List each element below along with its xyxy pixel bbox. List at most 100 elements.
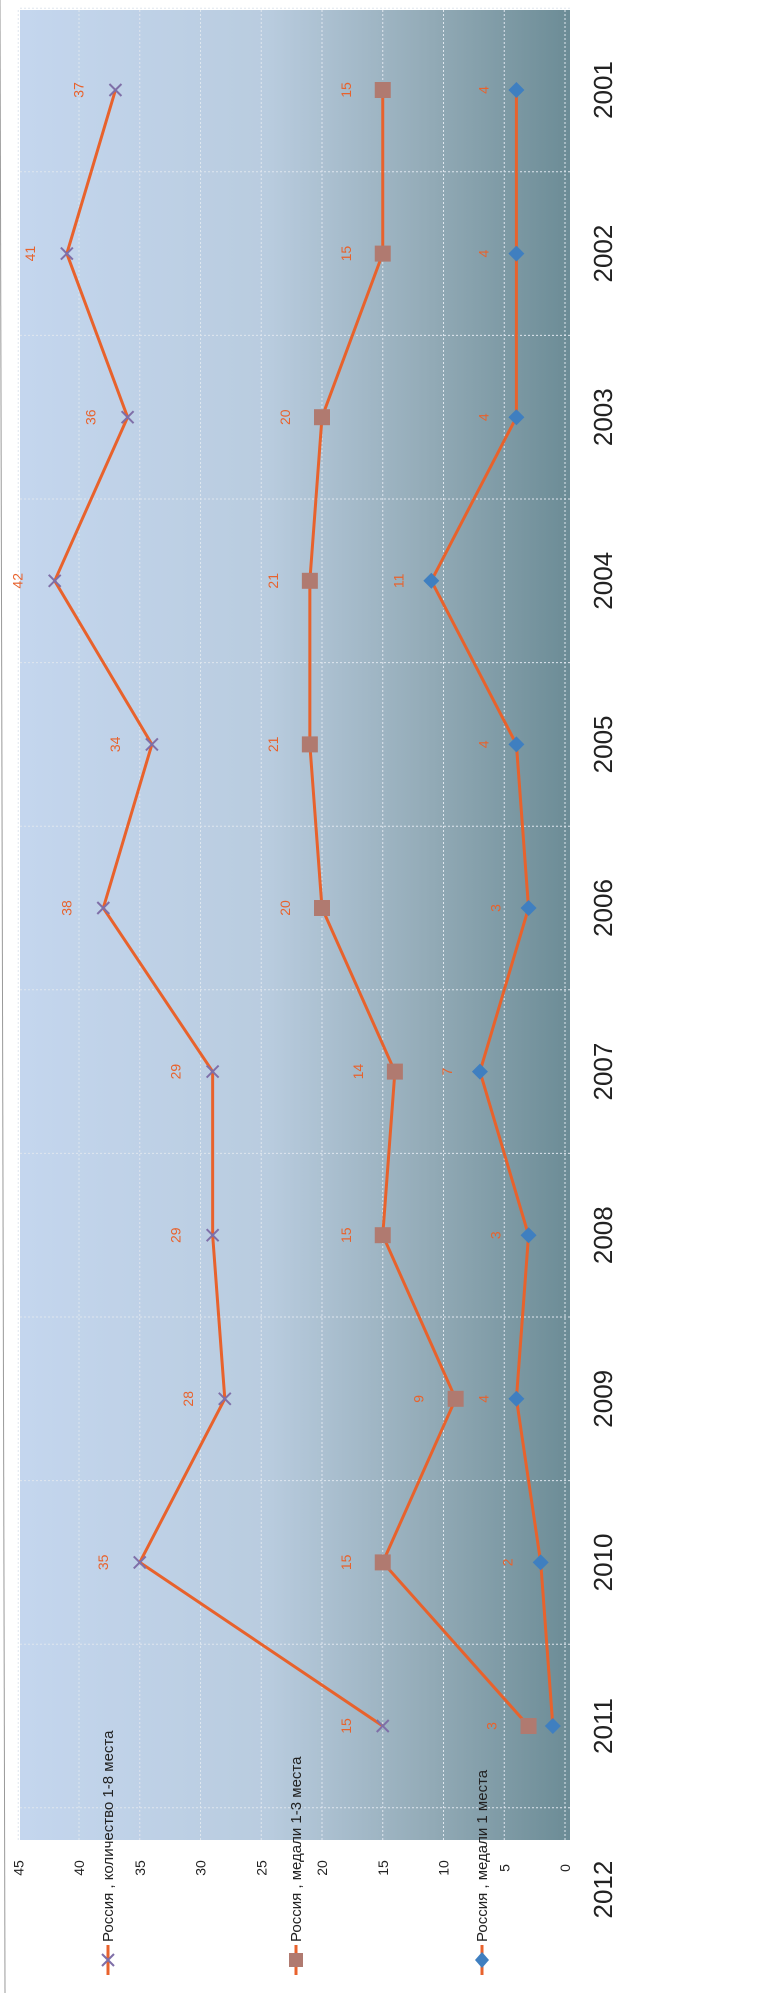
data-label: 11 bbox=[390, 573, 406, 588]
data-point bbox=[520, 1227, 537, 1244]
data-label: 4 bbox=[475, 413, 491, 421]
series-3: 4 4 4 11 4 3 7 3 4 2 bbox=[390, 82, 561, 1734]
value-tick-label: 35 bbox=[132, 1860, 148, 1876]
data-label: 2 bbox=[500, 1558, 516, 1566]
data-point bbox=[205, 1064, 220, 1079]
data-label: 15 bbox=[338, 1554, 354, 1570]
data-point bbox=[423, 572, 440, 589]
data-label: 35 bbox=[95, 1554, 111, 1570]
plot-area bbox=[20, 10, 570, 1840]
data-label: 4 bbox=[475, 1395, 491, 1403]
data-label: 15 bbox=[338, 1718, 354, 1734]
category-tick-label: 2008 bbox=[588, 1206, 618, 1264]
category-tick-label: 2010 bbox=[588, 1533, 618, 1591]
legend-label: Россия , медали 1 места bbox=[474, 1769, 491, 1942]
data-point bbox=[60, 246, 74, 261]
value-tick-label: 25 bbox=[253, 1860, 269, 1876]
category-tick-label: 2011 bbox=[588, 1698, 618, 1754]
data-label: 21 bbox=[265, 573, 281, 589]
data-label: 14 bbox=[350, 1064, 366, 1080]
legend: Россия , количество 1-8 места Россия , ме… bbox=[100, 1730, 491, 1975]
value-tick-label: 10 bbox=[436, 1860, 452, 1876]
category-tick-label: 2004 bbox=[588, 552, 618, 610]
data-label: 38 bbox=[58, 900, 74, 916]
category-tick-label: 2007 bbox=[588, 1043, 618, 1101]
data-point bbox=[508, 245, 525, 262]
legend-item-3: Россия , медали 1 места bbox=[474, 1769, 491, 1975]
category-tick-label: 2012 bbox=[588, 1861, 618, 1919]
data-point bbox=[376, 1719, 390, 1733]
data-point bbox=[471, 1063, 488, 1080]
legend-item-2: Россия , медали 1-3 места bbox=[288, 1756, 305, 1975]
data-point bbox=[374, 1227, 391, 1244]
data-label: 3 bbox=[488, 1231, 504, 1239]
data-point bbox=[508, 409, 525, 426]
data-point bbox=[314, 900, 330, 916]
category-tick-label: 2009 bbox=[588, 1370, 618, 1428]
value-tick-label: 0 bbox=[557, 1864, 573, 1872]
value-tick-label: 5 bbox=[496, 1864, 512, 1872]
category-tick-label: 2001 bbox=[588, 61, 618, 119]
outer-frame-top bbox=[0, 0, 6, 1993]
category-tick-label: 2005 bbox=[588, 715, 618, 773]
data-label: 20 bbox=[277, 900, 293, 916]
data-label: 20 bbox=[277, 409, 293, 425]
data-point bbox=[145, 737, 159, 752]
data-point bbox=[301, 572, 318, 589]
data-label: 3 bbox=[484, 1722, 500, 1730]
data-point bbox=[301, 736, 318, 753]
legend-item-1: Россия , количество 1-8 места bbox=[100, 1730, 117, 1975]
data-point bbox=[120, 410, 135, 424]
series-layer: 3741364234382929283515151520212120141591… bbox=[10, 82, 561, 1734]
data-label: 37 bbox=[70, 82, 86, 98]
category-tick-label: 2002 bbox=[588, 225, 618, 283]
data-point bbox=[386, 1063, 403, 1080]
data-label: 4 bbox=[475, 86, 491, 94]
data-point bbox=[218, 1392, 232, 1406]
x-axis-ticks: 2001 2002 2003 2004 2005 2006 2007 2008 2009 2010… bbox=[588, 61, 618, 1918]
data-label: 34 bbox=[107, 736, 123, 752]
data-point bbox=[374, 245, 391, 262]
legend-label: Россия , количество 1-8 места bbox=[100, 1730, 117, 1942]
legend-marker bbox=[475, 1952, 489, 1968]
data-point bbox=[314, 409, 330, 426]
data-label: 28 bbox=[180, 1391, 196, 1407]
data-point bbox=[508, 1390, 525, 1407]
data-point bbox=[520, 1718, 537, 1734]
category-tick-label: 2003 bbox=[588, 388, 618, 446]
value-tick-label: 45 bbox=[10, 1860, 26, 1876]
data-point bbox=[96, 901, 111, 915]
data-label: 4 bbox=[475, 249, 491, 257]
data-point bbox=[532, 1554, 549, 1571]
data-label: 29 bbox=[168, 1227, 184, 1243]
data-point bbox=[508, 736, 525, 753]
data-label: 3 bbox=[488, 904, 504, 912]
data-point bbox=[205, 1228, 220, 1242]
data-point bbox=[47, 574, 62, 588]
gridlines bbox=[17, 7, 570, 1840]
data-label: 15 bbox=[338, 82, 354, 98]
series-1: 37 41 36 42 34 38 29 29 28 35 15 bbox=[10, 82, 390, 1734]
data-label: 41 bbox=[22, 246, 38, 262]
value-tick-label: 30 bbox=[193, 1860, 209, 1876]
data-label: 15 bbox=[338, 1227, 354, 1243]
data-label: 29 bbox=[168, 1064, 184, 1080]
data-point bbox=[108, 83, 123, 97]
data-label: 15 bbox=[338, 246, 354, 262]
data-label: 42 bbox=[10, 573, 26, 589]
data-label: 36 bbox=[83, 409, 99, 425]
y-axis-ticks: 0 5 10 15 20 25 30 35 40 45 bbox=[10, 1860, 573, 1876]
value-tick-label: 15 bbox=[375, 1860, 391, 1876]
data-label: 4 bbox=[475, 740, 491, 748]
data-point bbox=[520, 900, 537, 916]
category-tick-label: 2006 bbox=[588, 879, 618, 937]
legend-label: Россия , медали 1-3 места bbox=[288, 1756, 305, 1942]
data-point bbox=[374, 82, 391, 98]
data-point bbox=[544, 1718, 561, 1734]
value-tick-label: 40 bbox=[71, 1860, 87, 1876]
data-point bbox=[374, 1554, 391, 1571]
data-label: 9 bbox=[411, 1395, 427, 1403]
data-point bbox=[508, 82, 525, 98]
